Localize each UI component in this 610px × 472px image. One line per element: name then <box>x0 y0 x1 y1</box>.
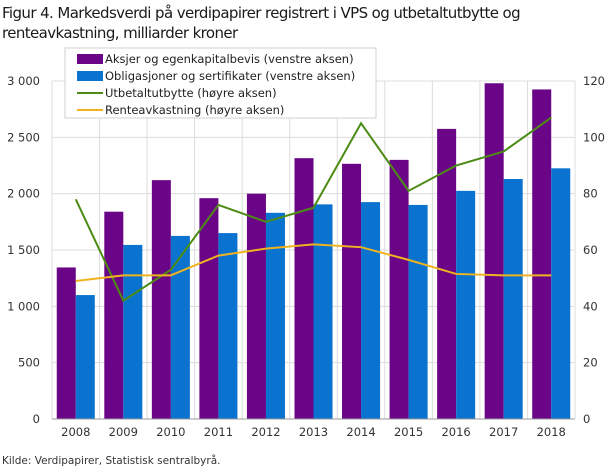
right-tick-label: 0 <box>583 412 590 426</box>
left-tick-label: 500 <box>18 356 40 370</box>
right-tick-label: 100 <box>583 130 605 144</box>
bar-2012 <box>265 212 285 419</box>
legend-label: Renteavkastning (høyre aksen) <box>105 103 284 117</box>
x-tick-label: 2015 <box>394 425 423 439</box>
legend-label: Obligasjoner og sertifikater (venstre ak… <box>105 69 355 83</box>
right-tick-label: 80 <box>583 187 598 201</box>
chart-title: Figur 4. Markedsverdi på verdipapirer re… <box>2 4 521 42</box>
x-tick-label: 2013 <box>299 425 328 439</box>
x-tick-label: 2008 <box>61 425 90 439</box>
bar-2018 <box>532 89 552 419</box>
bar-2017 <box>503 179 523 419</box>
bar-2010 <box>170 235 190 419</box>
legend-box <box>64 47 377 119</box>
bar-2016 <box>456 190 476 419</box>
left-tick-label: 2 000 <box>7 187 40 201</box>
x-tick-label: 2012 <box>251 425 280 439</box>
bar-2008 <box>56 267 76 419</box>
x-tick-label: 2009 <box>109 425 138 439</box>
bar-2013 <box>313 204 333 419</box>
bar-2011 <box>199 198 219 419</box>
bar-2015 <box>408 204 428 419</box>
legend-label: Utbetaltutbytte (høyre aksen) <box>105 86 277 100</box>
left-tick-label: 0 <box>33 412 40 426</box>
x-tick-label: 2014 <box>346 425 375 439</box>
legend-swatch <box>77 54 103 64</box>
bar-2011 <box>218 233 238 419</box>
right-tick-label: 60 <box>583 243 598 257</box>
bar-2018 <box>551 168 571 419</box>
bar-2009 <box>123 244 143 419</box>
bar-2016 <box>437 128 457 419</box>
line-series <box>75 243 552 282</box>
left-tick-label: 1 000 <box>7 299 40 313</box>
bar-2012 <box>246 193 266 419</box>
x-tick-label: 2018 <box>537 425 566 439</box>
left-tick-label: 3 000 <box>7 74 40 88</box>
x-tick-label: 2016 <box>441 425 470 439</box>
bar-2013 <box>294 158 314 419</box>
chart-source: Kilde: Verdipapirer, Statistisk sentralb… <box>2 455 221 467</box>
bar-2017 <box>484 83 504 420</box>
bar-2015 <box>389 159 409 419</box>
line-series <box>74 116 552 303</box>
bar-2009 <box>104 211 124 419</box>
legend-label: Aksjer og egenkapitalbevis (venstre akse… <box>105 52 354 66</box>
bar-2010 <box>151 180 171 419</box>
right-tick-label: 20 <box>583 356 598 370</box>
left-tick-label: 2 500 <box>7 130 40 144</box>
left-tick-label: 1 500 <box>7 243 40 257</box>
x-tick-label: 2011 <box>204 425 233 439</box>
bar-2014 <box>342 163 362 419</box>
legend-swatch <box>77 71 103 81</box>
right-tick-label: 120 <box>583 74 605 88</box>
right-tick-label: 40 <box>583 299 598 313</box>
x-tick-label: 2017 <box>489 425 518 439</box>
bar-2014 <box>361 202 381 419</box>
x-tick-label: 2010 <box>156 425 185 439</box>
bar-2008 <box>75 295 95 419</box>
